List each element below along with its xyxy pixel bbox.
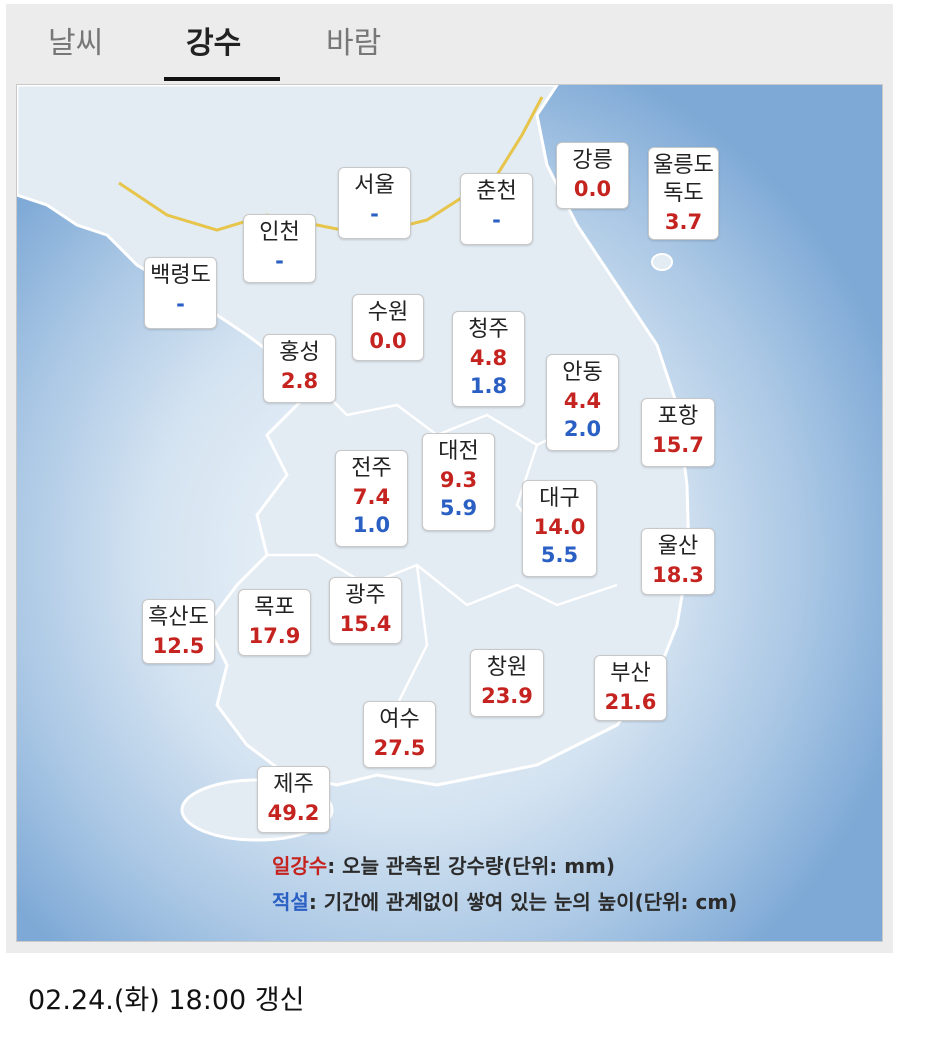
snow-depth-value: 1.0 <box>352 513 391 537</box>
active-tab-indicator <box>164 77 280 81</box>
station-box: 홍성 2.8 <box>263 334 336 403</box>
daily-rain-value: 7.4 <box>352 485 391 509</box>
daily-rain-value: 15.4 <box>339 612 392 636</box>
station-box: 포항 15.7 <box>641 398 715 467</box>
tab-wind[interactable]: 바람 <box>326 26 382 61</box>
update-timestamp: 02.24.(화) 18:00 갱신 <box>28 985 305 1016</box>
daily-rain-value: 3.7 <box>664 210 703 234</box>
station-name: 서울 <box>354 173 395 198</box>
station-name: 울릉도 <box>653 153 714 178</box>
station-name: 부산 <box>610 661 651 686</box>
snow-depth-value: 5.9 <box>439 496 478 520</box>
snow-depth-value: - <box>275 249 284 273</box>
daily-rain-value: 12.5 <box>152 634 205 658</box>
station-name: 대전 <box>438 439 479 464</box>
station-box: 인천 - <box>243 214 316 283</box>
station-box: 안동 4.4 2.0 <box>546 354 619 451</box>
daily-rain-value: 2.8 <box>280 369 319 393</box>
station-name: 울산 <box>657 534 699 559</box>
station-name: 포항 <box>657 404 699 429</box>
station-box: 춘천 - <box>460 173 533 245</box>
station-name: 창원 <box>486 655 528 680</box>
daily-rain-value: 49.2 <box>267 801 320 825</box>
daily-rain-value: 18.3 <box>652 563 704 587</box>
station-name: 백령도 <box>150 263 211 288</box>
station-box: 전주 7.4 1.0 <box>335 450 408 547</box>
station-box: 부산 21.6 <box>594 655 667 721</box>
station-name: 대구 <box>539 486 580 511</box>
station-name: 춘천 <box>476 179 517 204</box>
station-name: 제주 <box>273 772 314 797</box>
daily-rain-value: 4.4 <box>563 389 602 413</box>
station-box: 강릉 0.0 <box>556 142 629 209</box>
legend-snow-key: 적설 <box>272 890 309 914</box>
daily-rain-value: 15.7 <box>652 433 704 457</box>
snow-depth-value: - <box>176 292 185 316</box>
legend-snow-desc: : 기간에 관계없이 쌓여 있는 눈의 높이(단위: cm) <box>308 890 738 914</box>
station-name: 여수 <box>379 707 420 732</box>
station-box: 수원 0.0 <box>352 294 424 361</box>
station-box: 청주 4.8 1.8 <box>452 311 525 407</box>
station-box: 제주 49.2 <box>257 766 330 833</box>
station-name: 청주 <box>468 317 509 342</box>
daily-rain-value: 0.0 <box>573 177 612 201</box>
station-box: 대구 14.0 5.5 <box>522 480 597 577</box>
tab-weather[interactable]: 날씨 <box>48 26 104 61</box>
station-box: 서울 - <box>338 167 411 239</box>
station-name: 목포 <box>254 595 295 620</box>
tab-precipitation[interactable]: 강수 <box>186 26 242 61</box>
station-name: 독도 <box>663 181 704 206</box>
snow-depth-value: 1.8 <box>469 374 508 398</box>
station-name: 인천 <box>259 220 300 245</box>
snow-depth-value: - <box>370 202 379 226</box>
daily-rain-value: 21.6 <box>604 690 657 714</box>
snow-depth-value: 5.5 <box>540 543 579 567</box>
station-box: 대전 9.3 5.9 <box>422 433 495 531</box>
station-name: 흑산도 <box>148 605 209 630</box>
station-box: 울산 18.3 <box>641 528 715 595</box>
station-box: 목포 17.9 <box>238 589 311 656</box>
legend-rain-key: 일강수 <box>272 854 328 878</box>
station-box: 백령도 - <box>144 257 217 329</box>
daily-rain-value: 9.3 <box>439 468 478 492</box>
legend: 일강수: 오늘 관측된 강수량(단위: mm) 적설: 기간에 관계없이 쌓여 … <box>272 848 737 920</box>
daily-rain-value: 23.9 <box>481 684 533 708</box>
station-name: 수원 <box>367 300 409 325</box>
station-box: 창원 23.9 <box>470 649 544 717</box>
snow-depth-value: 2.0 <box>563 417 602 441</box>
daily-rain-value: 14.0 <box>533 515 586 539</box>
legend-rain-desc: : 오늘 관측된 강수량(단위: mm) <box>327 854 616 878</box>
station-name: 전주 <box>351 456 392 481</box>
daily-rain-value: 0.0 <box>369 329 407 353</box>
daily-rain-value: 17.9 <box>248 624 301 648</box>
daily-rain-value: 4.8 <box>469 346 508 370</box>
station-box: 광주 15.4 <box>329 577 402 644</box>
station-name: 홍성 <box>279 340 320 365</box>
daily-rain-value: 27.5 <box>373 736 426 760</box>
station-box: 여수 27.5 <box>363 701 436 768</box>
station-name: 안동 <box>562 360 603 385</box>
station-name: 광주 <box>345 583 386 608</box>
station-name: 강릉 <box>572 148 613 173</box>
snow-depth-value: - <box>492 208 501 232</box>
station-box: 흑산도 12.5 <box>142 599 215 664</box>
